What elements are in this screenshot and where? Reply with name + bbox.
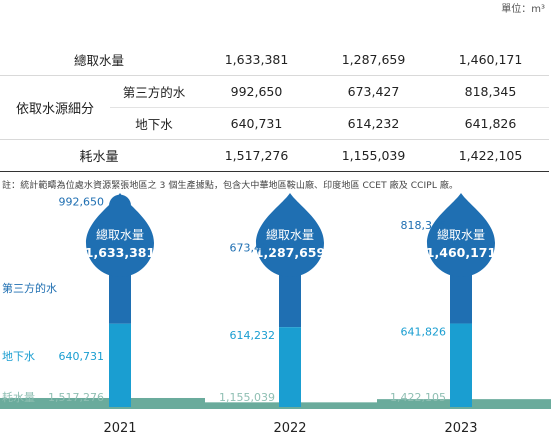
legend-consumption: 耗水量 <box>2 391 35 404</box>
table-row: 總取水量 1,633,381 1,287,659 1,460,171 <box>0 44 549 76</box>
row-label-total-withdrawal: 總取水量 <box>0 44 198 76</box>
table-cell: 1,633,381 <box>198 44 315 76</box>
drop-icon <box>86 193 154 277</box>
drop-icon <box>427 193 495 277</box>
drop-label: 總取水量 <box>437 227 485 242</box>
row-group-label: 依取水源細分 <box>0 75 110 140</box>
drop-total-value: 1,633,381 <box>85 245 155 260</box>
table-row: 依取水源細分 第三方的水 992,650 673,427 818,345 <box>0 75 549 140</box>
x-tick-label: 2021 <box>103 421 136 436</box>
table-cell: 1,460,171 <box>432 44 549 76</box>
water-chart: 總取水量 1,633,381 2021 總取水量 1,287,659 2022 總取水量 1,… <box>0 193 551 436</box>
x-tick-label: 2023 <box>444 421 477 436</box>
drop-total-value: 1,287,659 <box>255 245 325 260</box>
bar-groundwater <box>279 327 301 407</box>
data-label-consumption: 1,155,039 <box>219 391 275 404</box>
table-row: 耗水量 1,517,276 1,155,039 1,422,105 <box>0 139 549 172</box>
table-cell: 641,826 <box>432 107 549 140</box>
table-cell: 673,427 <box>315 75 432 108</box>
drop-icon <box>256 193 324 277</box>
table-cell: 1,422,105 <box>432 139 549 172</box>
drop-label: 總取水量 <box>266 227 314 242</box>
legend-groundwater: 地下水 <box>2 350 35 363</box>
data-label-groundwater: 614,232 <box>230 329 276 342</box>
row-label-third-party: 第三方的水 <box>110 75 198 108</box>
data-label-consumption: 1,517,276 <box>48 391 104 404</box>
row-label-consumption: 耗水量 <box>0 139 198 172</box>
data-label-groundwater: 640,731 <box>59 350 105 363</box>
table-cell: 818,345 <box>432 75 549 108</box>
bar-groundwater <box>450 323 472 407</box>
legend-third-party-water: 第三方的水 <box>2 281 57 295</box>
drop-total-value: 1,460,171 <box>426 245 496 260</box>
consumption-band <box>0 397 205 409</box>
drop-label: 總取水量 <box>96 227 144 242</box>
footnote: 註：統計範疇為位處水資源緊張地區之 3 個生產據點，包含大中華地區鞍山廠、印度地… <box>2 181 459 191</box>
table-cell: 1,155,039 <box>315 139 432 172</box>
table-cell: 1,287,659 <box>315 44 432 76</box>
x-tick-label: 2022 <box>273 421 306 436</box>
table-cell: 1,517,276 <box>198 139 315 172</box>
data-label-third-party: 992,650 <box>59 196 105 209</box>
data-label-third-party: 673,427 <box>230 242 276 255</box>
table-row: 地下水 640,731 614,232 641,826 <box>0 107 549 140</box>
data-label-consumption: 1,422,105 <box>390 391 446 404</box>
bar-groundwater <box>109 323 131 407</box>
table-cell: 640,731 <box>198 107 315 140</box>
data-label-groundwater: 641,826 <box>401 326 447 339</box>
data-label-third-party: 818,345 <box>401 219 447 232</box>
table-cell: 614,232 <box>315 107 432 140</box>
row-label-groundwater: 地下水 <box>110 107 198 140</box>
unit-label: 單位：m³ <box>501 4 545 15</box>
table-cell: 992,650 <box>198 75 315 108</box>
water-table-body: 總取水量 1,633,381 1,287,659 1,460,171 依取水源細… <box>0 44 549 172</box>
